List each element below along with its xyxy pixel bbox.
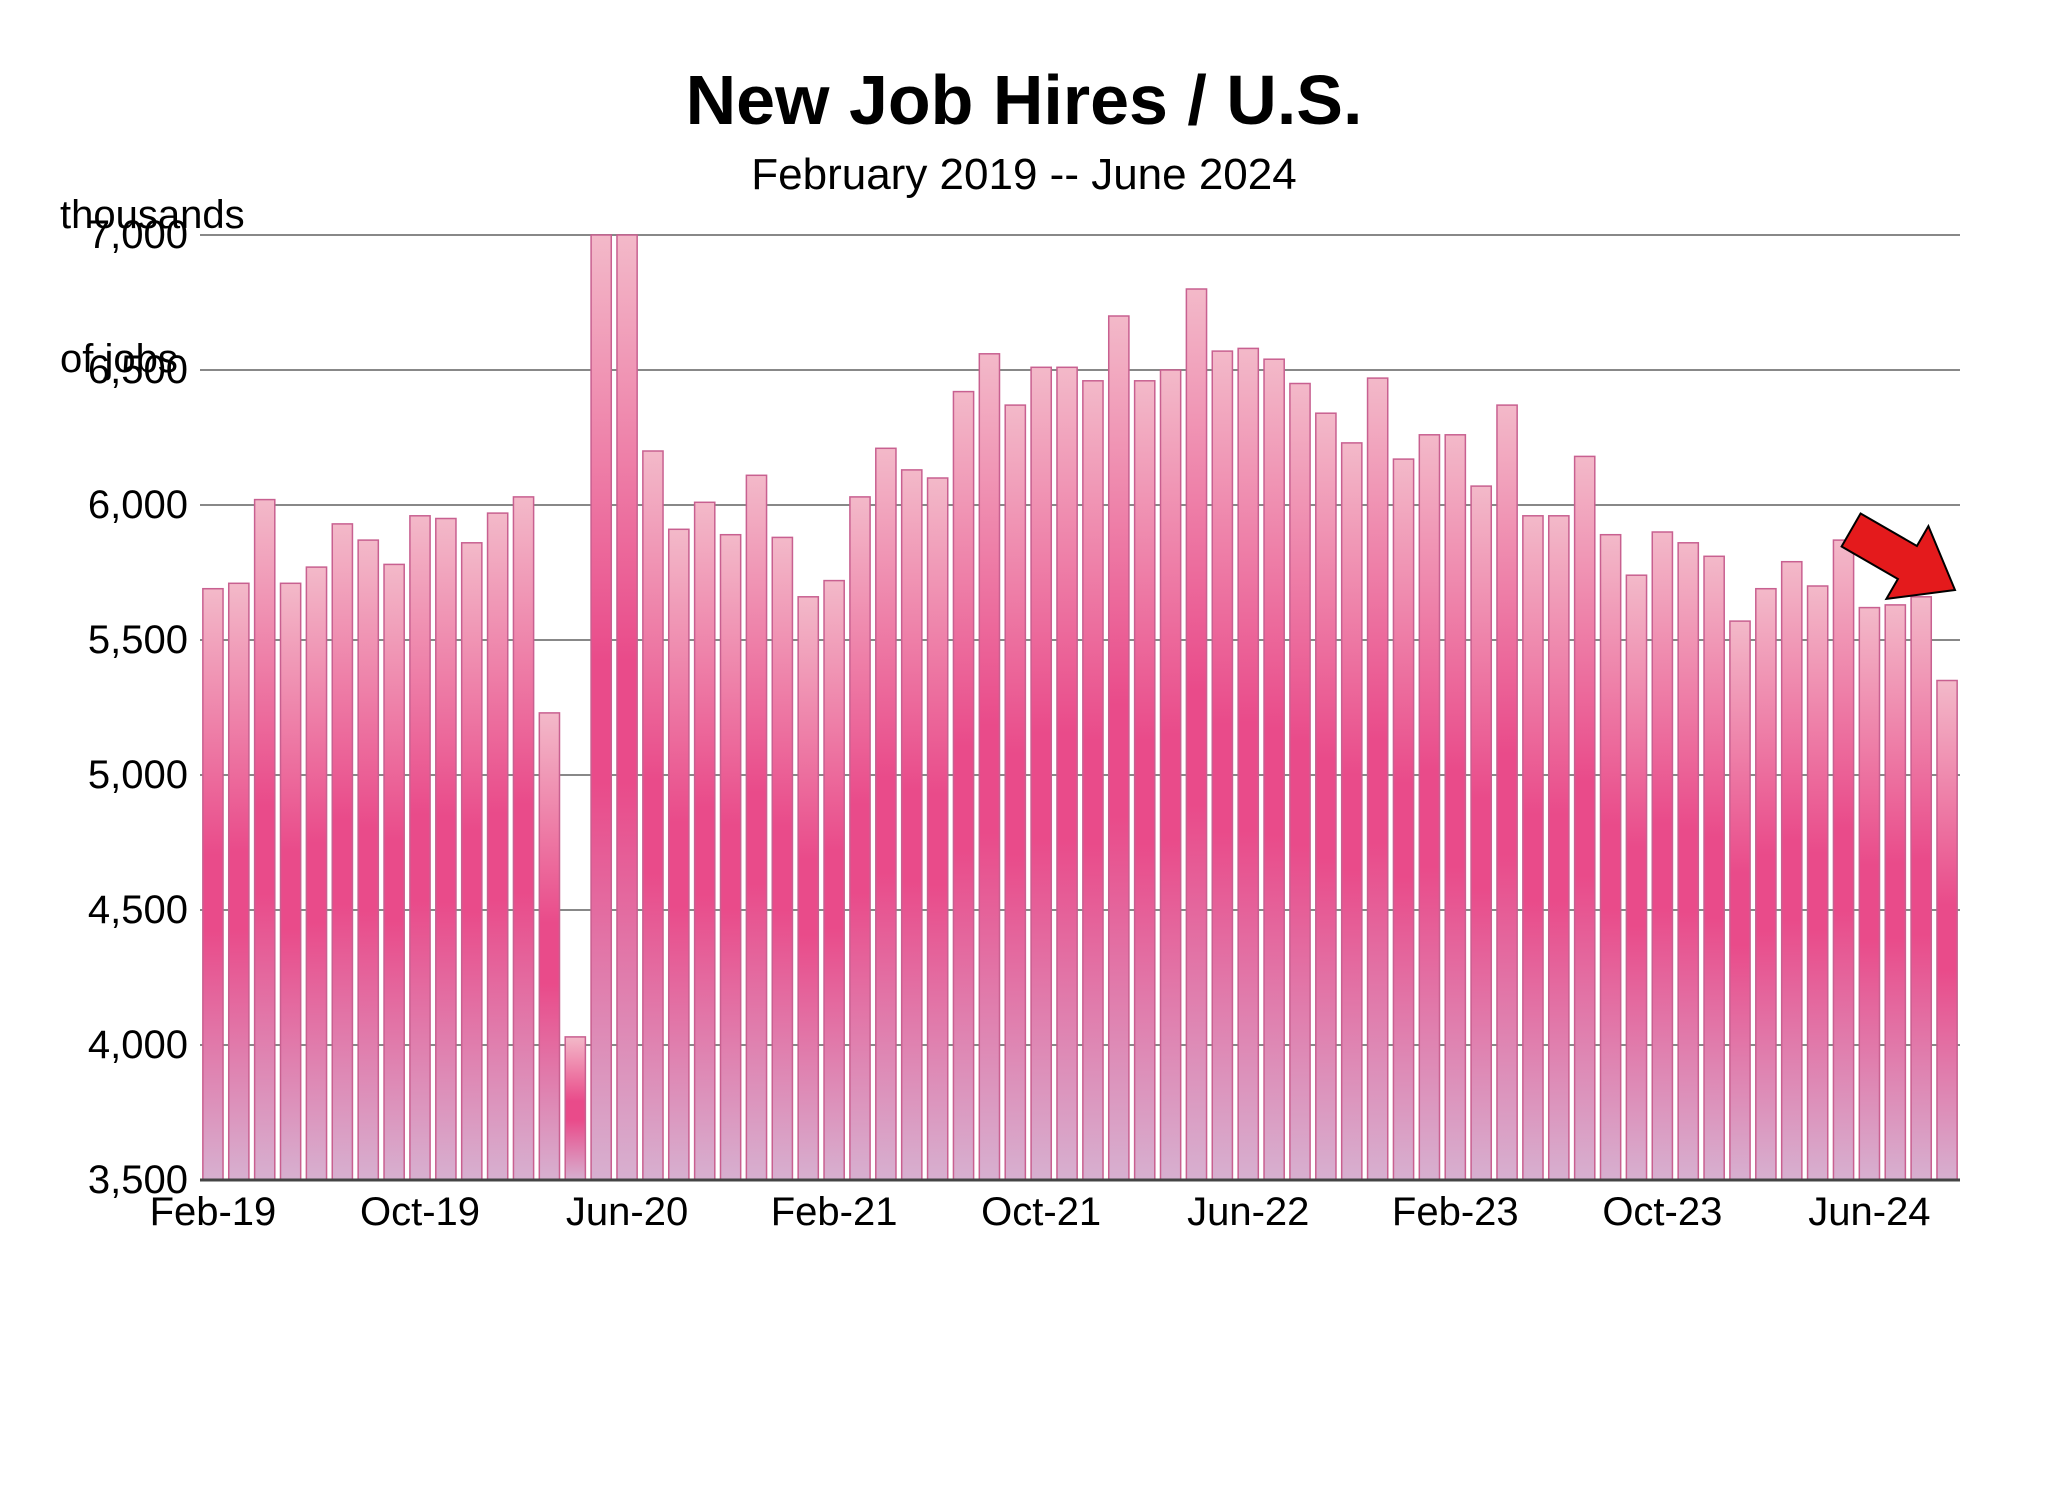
bar: [876, 448, 896, 1180]
bar: [1678, 543, 1698, 1180]
bar: [643, 451, 663, 1180]
bar: [591, 235, 611, 1180]
x-tick-label: Jun-22: [1158, 1190, 1338, 1235]
y-tick-label: 5,000: [88, 753, 188, 798]
y-tick-label: 6,000: [88, 483, 188, 528]
bar: [1316, 413, 1336, 1180]
bar: [1264, 359, 1284, 1180]
bar: [1730, 621, 1750, 1180]
x-tick-label: Oct-23: [1572, 1190, 1752, 1235]
bar: [1368, 378, 1388, 1180]
bar: [850, 497, 870, 1180]
arrow-annotation: [1842, 514, 1955, 599]
bar: [488, 513, 508, 1180]
bar: [1782, 562, 1802, 1180]
bar: [928, 478, 948, 1180]
chart-container: thousands of jobs New Job Hires / U.S. F…: [0, 0, 2048, 1499]
bar: [1135, 381, 1155, 1180]
bar: [1031, 367, 1051, 1180]
x-tick-label: Feb-19: [123, 1190, 303, 1235]
bar: [1290, 384, 1310, 1181]
bar: [1600, 535, 1620, 1180]
bar: [436, 519, 456, 1181]
bar: [1626, 575, 1646, 1180]
bar: [1885, 605, 1905, 1180]
bar: [695, 502, 715, 1180]
y-tick-label: 4,000: [88, 1023, 188, 1068]
bar: [1083, 381, 1103, 1180]
bar: [203, 589, 223, 1180]
bar: [1471, 486, 1491, 1180]
bar: [384, 564, 404, 1180]
y-tick-label: 7,000: [88, 213, 188, 258]
bar: [1160, 370, 1180, 1180]
bar: [746, 475, 766, 1180]
bar: [1833, 540, 1853, 1180]
bar: [255, 500, 275, 1180]
bar: [720, 535, 740, 1180]
x-tick-label: Jun-24: [1779, 1190, 1959, 1235]
bar: [798, 597, 818, 1180]
x-tick-label: Oct-19: [330, 1190, 510, 1235]
bar: [1342, 443, 1362, 1180]
bar: [1808, 586, 1828, 1180]
bar: [772, 537, 792, 1180]
bar: [1575, 456, 1595, 1180]
bar: [1212, 351, 1232, 1180]
bar: [1393, 459, 1413, 1180]
bar: [617, 235, 637, 1180]
bar: [358, 540, 378, 1180]
chart-svg: [0, 0, 2048, 1499]
bar: [1523, 516, 1543, 1180]
bar: [306, 567, 326, 1180]
bar: [1186, 289, 1206, 1180]
bar: [1445, 435, 1465, 1180]
y-tick-label: 5,500: [88, 618, 188, 663]
bar: [1859, 608, 1879, 1180]
x-tick-label: Jun-20: [537, 1190, 717, 1235]
bar: [410, 516, 430, 1180]
x-tick-label: Oct-21: [951, 1190, 1131, 1235]
bar: [1109, 316, 1129, 1180]
bar: [229, 583, 249, 1180]
bar: [824, 581, 844, 1180]
bar: [539, 713, 559, 1180]
y-tick-label: 4,500: [88, 888, 188, 933]
bar: [1497, 405, 1517, 1180]
bar: [332, 524, 352, 1180]
bar: [979, 354, 999, 1180]
bar: [1549, 516, 1569, 1180]
bar: [1419, 435, 1439, 1180]
bar: [1911, 597, 1931, 1180]
x-tick-label: Feb-21: [744, 1190, 924, 1235]
bar: [513, 497, 533, 1180]
bar: [280, 583, 300, 1180]
bar: [1756, 589, 1776, 1180]
bar: [1704, 556, 1724, 1180]
bar: [902, 470, 922, 1180]
y-tick-label: 6,500: [88, 348, 188, 393]
bar: [1652, 532, 1672, 1180]
bar: [462, 543, 482, 1180]
bar: [565, 1037, 585, 1180]
bar: [1057, 367, 1077, 1180]
bar: [669, 529, 689, 1180]
bar: [1937, 681, 1957, 1181]
bar: [1005, 405, 1025, 1180]
bar: [953, 392, 973, 1180]
x-tick-label: Feb-23: [1365, 1190, 1545, 1235]
bar: [1238, 348, 1258, 1180]
